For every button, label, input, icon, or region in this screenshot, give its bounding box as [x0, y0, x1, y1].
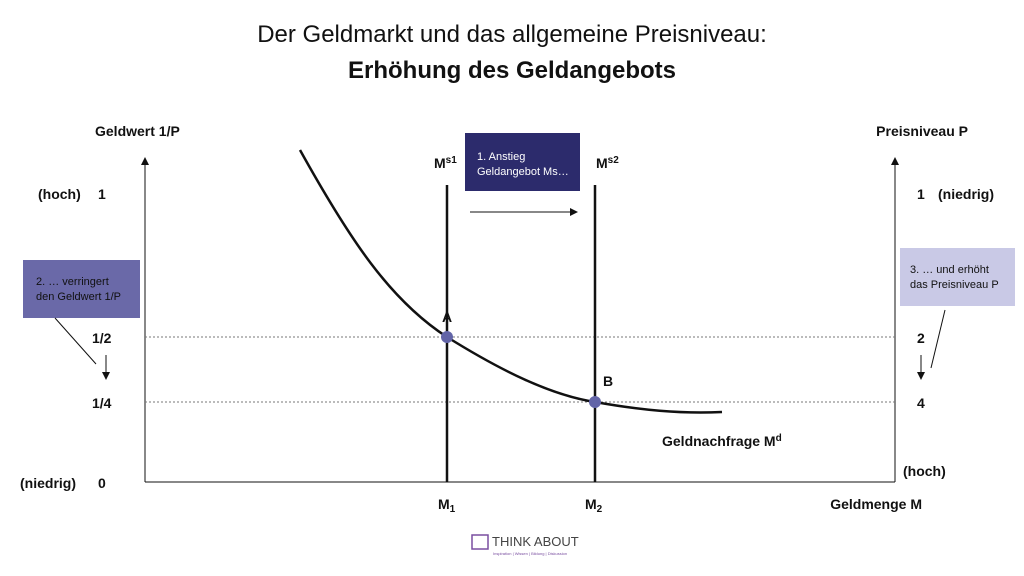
tick-label: 1/4 [92, 395, 112, 411]
x-label: M1 [438, 496, 456, 515]
right-axis-label: Preisniveau P [876, 123, 968, 139]
point-label: A [442, 309, 452, 325]
left-axis-label: Geldwert 1/P [95, 123, 180, 139]
demand-curve [298, 149, 723, 414]
tick-qualifier: (hoch) [38, 186, 81, 202]
x-axis-label: Geldmenge M [830, 496, 922, 512]
connector [54, 317, 97, 365]
tick-label: 2 [917, 330, 925, 346]
annotation-text: 2. … verringert [36, 276, 109, 288]
annotation-text: 1. Anstieg [477, 151, 525, 163]
annotation-box [900, 248, 1015, 306]
x-label: M2 [585, 496, 603, 515]
logo-name: THINK ABOUT [492, 534, 579, 549]
annotation-text: Geldangebot Ms… [477, 166, 569, 178]
logo-tagline: Inspiration | Wissen | Bildung | Diskuss… [493, 551, 567, 556]
tick-label: 1 [917, 186, 925, 202]
tick-label: 1/2 [92, 330, 112, 346]
demand-label: Geldnachfrage Md [662, 433, 782, 449]
annotation-box [23, 260, 140, 318]
annotation-text: das Preisniveau P [910, 279, 999, 291]
supply-label: Ms2 [596, 155, 619, 171]
point-label: B [603, 373, 613, 389]
point [589, 396, 601, 408]
supply-label: Ms1 [434, 155, 457, 171]
point [441, 331, 453, 343]
tick-label: 0 [98, 475, 106, 491]
annotation-box [465, 133, 580, 191]
tick-qualifier: (hoch) [903, 463, 946, 479]
logo-icon [471, 534, 489, 550]
annotation-text: den Geldwert 1/P [36, 291, 121, 303]
tick-label: 4 [917, 395, 925, 411]
subtitle: Erhöhung des Geldangebots [348, 57, 676, 84]
tick-qualifier: (niedrig) [20, 475, 76, 491]
title: Der Geldmarkt und das allgemeine Preisni… [257, 21, 767, 48]
connector [930, 309, 946, 369]
tick-label: 1 [98, 186, 106, 202]
annotation-text: 3. … und erhöht [910, 264, 989, 276]
tick-qualifier: (niedrig) [938, 186, 994, 202]
